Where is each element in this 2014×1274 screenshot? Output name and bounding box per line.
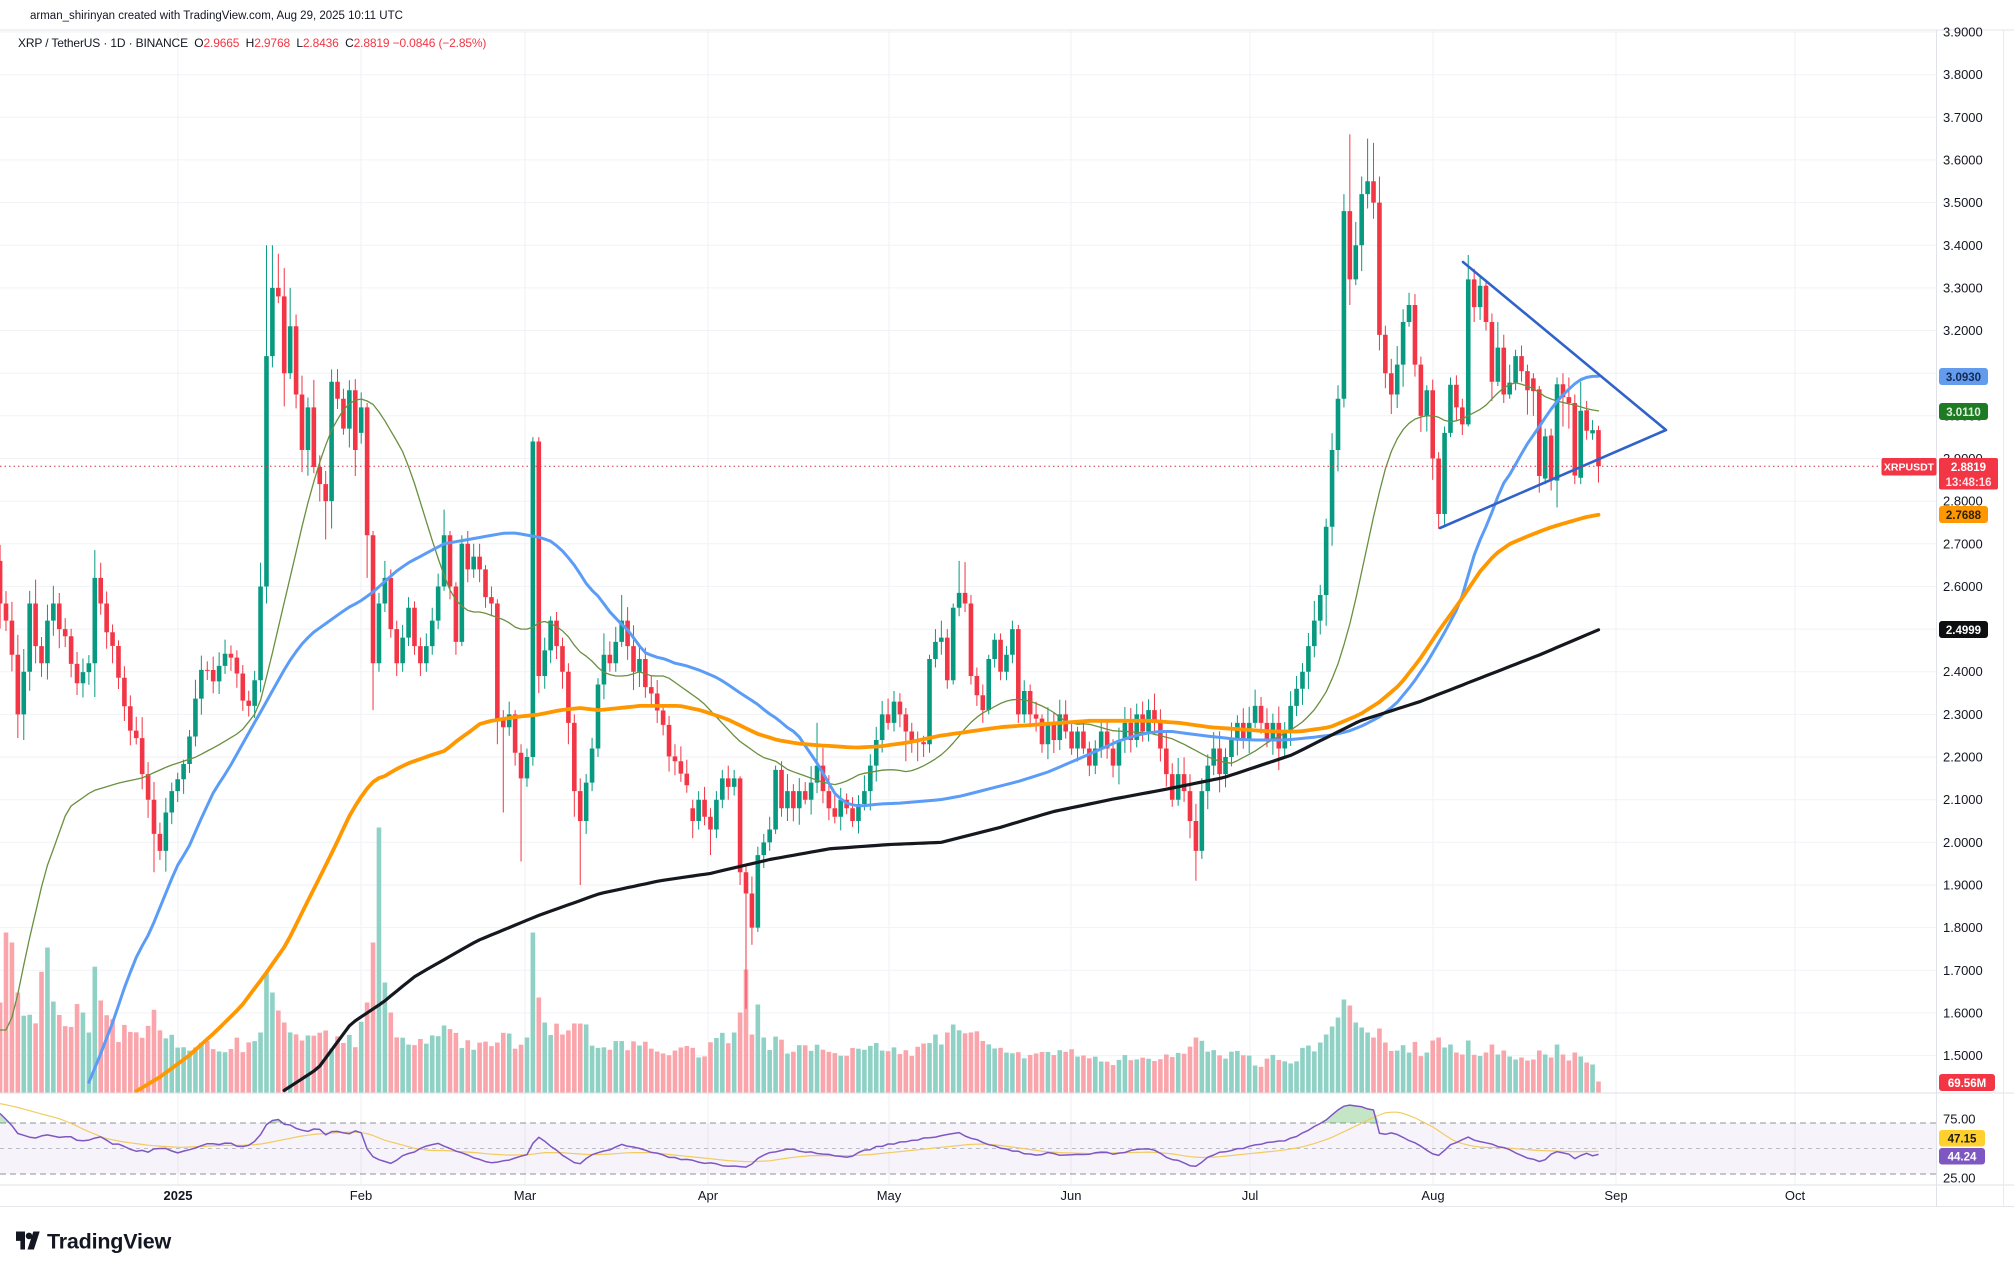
svg-text:May: May xyxy=(877,1188,902,1203)
svg-text:13:48:16: 13:48:16 xyxy=(1945,477,1991,489)
svg-text:Sep: Sep xyxy=(1604,1188,1627,1203)
svg-text:3.0110: 3.0110 xyxy=(1946,407,1981,419)
svg-text:arman_shirinyan created with T: arman_shirinyan created with TradingView… xyxy=(30,10,403,22)
svg-text:Jun: Jun xyxy=(1061,1188,1082,1203)
svg-text:2.6000: 2.6000 xyxy=(1943,579,1983,594)
svg-text:2.7688: 2.7688 xyxy=(1946,510,1982,522)
svg-text:Oct: Oct xyxy=(1785,1188,1806,1203)
svg-text:1.7000: 1.7000 xyxy=(1943,963,1983,978)
svg-text:47.15: 47.15 xyxy=(1948,1134,1977,1146)
svg-text:XRP / TetherUS · 1D · BINANCE: XRP / TetherUS · 1D · BINANCE O2.9665 H2… xyxy=(18,36,486,50)
svg-text:Apr: Apr xyxy=(698,1188,719,1203)
svg-text:2025: 2025 xyxy=(164,1188,193,1203)
svg-text:2.8000: 2.8000 xyxy=(1943,494,1983,509)
svg-text:3.2000: 3.2000 xyxy=(1943,323,1983,338)
svg-text:3.9000: 3.9000 xyxy=(1943,25,1983,40)
svg-text:2.4999: 2.4999 xyxy=(1946,625,1981,637)
svg-text:Jul: Jul xyxy=(1242,1188,1259,1203)
svg-text:1.9000: 1.9000 xyxy=(1943,878,1983,893)
svg-text:3.3000: 3.3000 xyxy=(1943,280,1983,295)
svg-text:3.5000: 3.5000 xyxy=(1943,195,1983,210)
svg-text:XRPUSDT: XRPUSDT xyxy=(1884,462,1935,474)
svg-text:75.00: 75.00 xyxy=(1943,1112,1976,1127)
svg-text:2.0000: 2.0000 xyxy=(1943,835,1983,850)
svg-text:44.24: 44.24 xyxy=(1948,1152,1977,1164)
svg-text:3.4000: 3.4000 xyxy=(1943,238,1983,253)
svg-text:3.7000: 3.7000 xyxy=(1943,110,1983,125)
svg-text:69.56M: 69.56M xyxy=(1948,1078,1986,1090)
svg-text:Feb: Feb xyxy=(350,1188,372,1203)
svg-text:Aug: Aug xyxy=(1421,1188,1444,1203)
svg-text:2.2000: 2.2000 xyxy=(1943,750,1983,765)
svg-text:2.8819: 2.8819 xyxy=(1951,462,1986,474)
svg-text:25.00: 25.00 xyxy=(1943,1171,1976,1186)
svg-text:3.6000: 3.6000 xyxy=(1943,152,1983,167)
svg-text:1.6000: 1.6000 xyxy=(1943,1005,1983,1020)
svg-text:1.5000: 1.5000 xyxy=(1943,1048,1983,1063)
svg-text:3.0930: 3.0930 xyxy=(1946,372,1981,384)
svg-text:TradingView: TradingView xyxy=(47,1230,172,1254)
svg-text:2.7000: 2.7000 xyxy=(1943,536,1983,551)
svg-text:2.3000: 2.3000 xyxy=(1943,707,1983,722)
svg-text:3.8000: 3.8000 xyxy=(1943,67,1983,82)
svg-text:2.1000: 2.1000 xyxy=(1943,792,1983,807)
svg-text:1.8000: 1.8000 xyxy=(1943,920,1983,935)
svg-text:2.4000: 2.4000 xyxy=(1943,664,1983,679)
svg-text:Mar: Mar xyxy=(514,1188,537,1203)
